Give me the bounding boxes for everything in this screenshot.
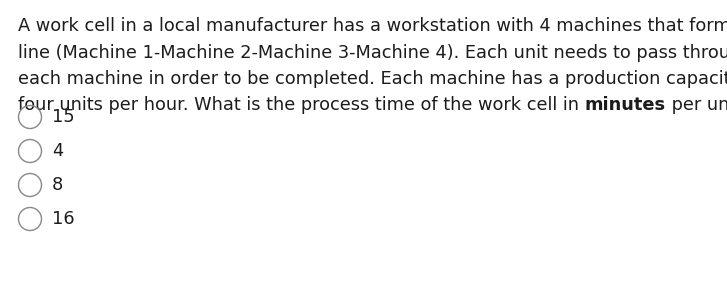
Text: four units per hour. What is the process time of the work cell in: four units per hour. What is the process… <box>18 97 585 114</box>
Text: 16: 16 <box>52 210 75 228</box>
Text: A work cell in a local manufacturer has a workstation with 4 machines that form : A work cell in a local manufacturer has … <box>18 17 727 35</box>
Text: line (Machine 1-Machine 2-Machine 3-Machine 4). Each unit needs to pass through: line (Machine 1-Machine 2-Machine 3-Mach… <box>18 44 727 62</box>
Text: 4: 4 <box>52 142 63 160</box>
Text: 8: 8 <box>52 176 63 194</box>
Text: per unit?: per unit? <box>666 97 727 114</box>
Text: each machine in order to be completed. Each machine has a production capacity of: each machine in order to be completed. E… <box>18 70 727 88</box>
Text: minutes: minutes <box>585 97 666 114</box>
Text: 15: 15 <box>52 108 75 126</box>
